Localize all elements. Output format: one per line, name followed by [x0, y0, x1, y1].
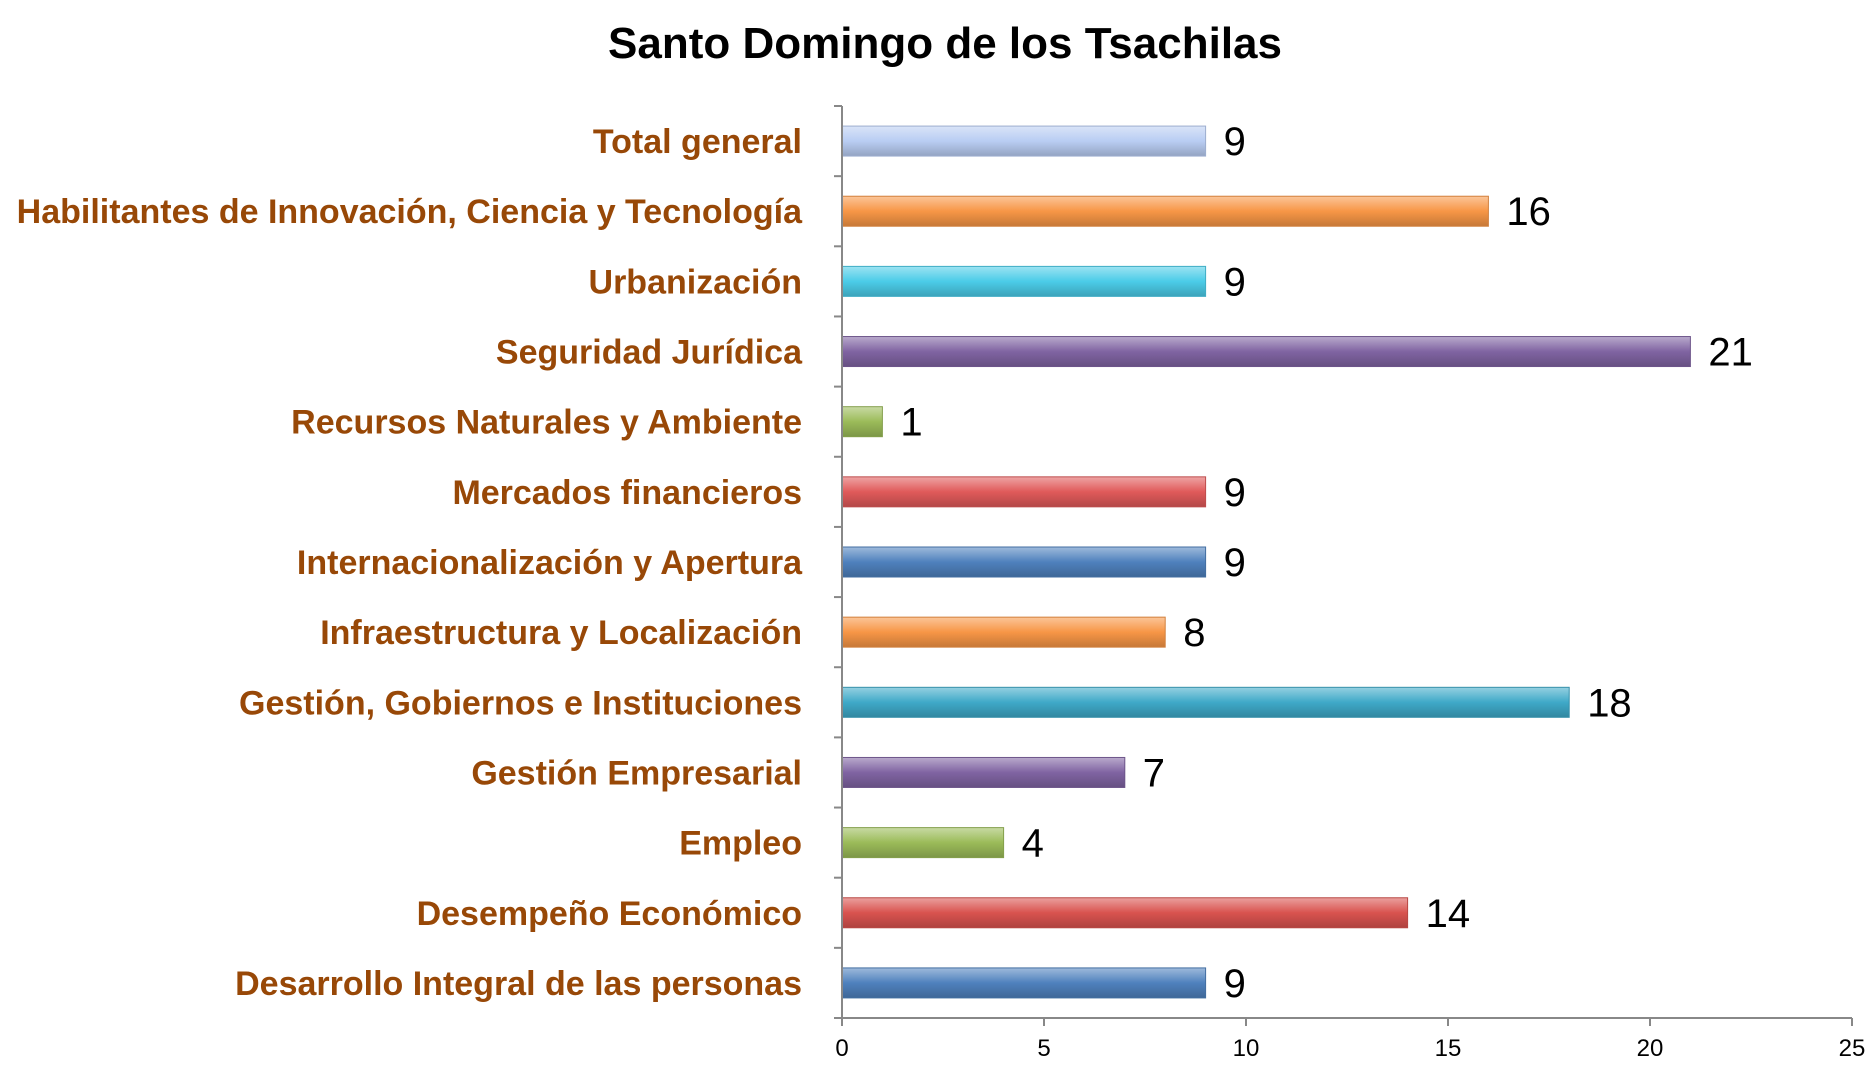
category-label: Desarrollo Integral de las personas — [235, 965, 802, 1003]
x-tick-label: 20 — [1637, 1035, 1664, 1062]
bar — [842, 968, 1206, 998]
bar-value-label: 9 — [1224, 260, 1246, 304]
bar — [842, 757, 1125, 787]
bar-value-label: 21 — [1708, 331, 1753, 375]
category-label: Habilitantes de Innovación, Ciencia y Te… — [17, 193, 803, 231]
category-label: Infraestructura y Localización — [320, 614, 802, 652]
bar — [842, 477, 1206, 507]
x-tick-label: 0 — [835, 1035, 848, 1062]
bar — [842, 196, 1488, 226]
category-label: Urbanización — [589, 263, 802, 301]
bar — [842, 337, 1690, 367]
category-label: Gestión Empresarial — [471, 754, 802, 792]
bar — [842, 266, 1206, 296]
category-label: Desempeño Económico — [417, 895, 802, 933]
bar — [842, 687, 1569, 717]
category-label: Total general — [593, 123, 802, 161]
bar-value-label: 1 — [900, 401, 922, 445]
x-tick-label: 5 — [1037, 1035, 1050, 1062]
x-tick-label: 25 — [1839, 1035, 1866, 1062]
bar-value-label: 14 — [1426, 892, 1471, 936]
x-tick-label: 15 — [1435, 1035, 1462, 1062]
bar-value-label: 16 — [1506, 190, 1551, 234]
bar — [842, 828, 1004, 858]
bar — [842, 617, 1165, 647]
category-label: Gestión, Gobiernos e Instituciones — [239, 684, 802, 722]
category-label: Empleo — [679, 825, 802, 863]
bar — [842, 898, 1408, 928]
category-label: Seguridad Jurídica — [496, 334, 803, 372]
bar-value-label: 4 — [1022, 822, 1044, 866]
x-tick-label: 10 — [1233, 1035, 1260, 1062]
bar — [842, 547, 1206, 577]
bar-value-label: 18 — [1587, 681, 1632, 725]
category-label: Recursos Naturales y Ambiente — [291, 404, 802, 442]
bar-value-label: 9 — [1224, 471, 1246, 515]
category-label: Mercados financieros — [452, 474, 802, 512]
chart-title: Santo Domingo de los Tsachilas — [608, 19, 1282, 68]
category-label: Internacionalización y Apertura — [297, 544, 803, 582]
bar-value-label: 7 — [1143, 751, 1165, 795]
bar-value-label: 9 — [1224, 541, 1246, 585]
bar-value-label: 9 — [1224, 962, 1246, 1006]
bar — [842, 407, 882, 437]
bar-value-label: 8 — [1183, 611, 1205, 655]
bar — [842, 126, 1206, 156]
bar-value-label: 9 — [1224, 120, 1246, 164]
